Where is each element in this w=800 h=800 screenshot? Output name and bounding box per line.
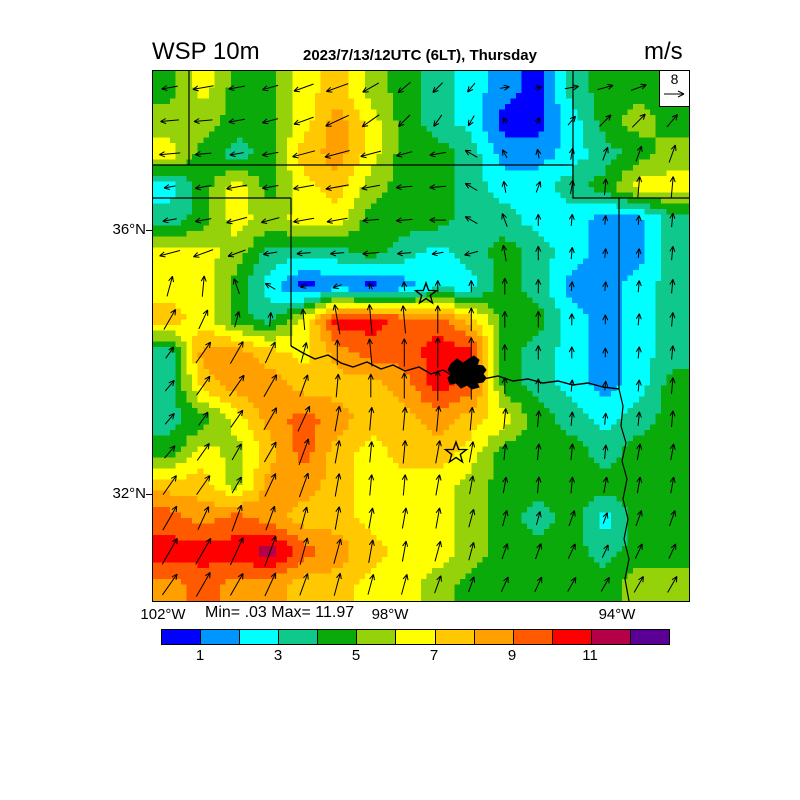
lon-label-102w: 102°W [140,606,186,623]
wind-vector-arrows [159,81,678,597]
reference-vector-value: 8 [670,71,679,87]
state-border [572,165,689,199]
map-panel: 8 [152,70,690,602]
lat-label-36n: 36°N [112,221,146,238]
units-label: m/s [644,38,683,65]
colorbar [161,629,670,645]
city-star-marker [443,439,469,464]
colorbar-segment [357,630,397,644]
colorbar-tick-label: 9 [507,647,517,664]
windspeed-field-canvas [153,71,689,601]
colorbar-tick-label: 7 [429,647,439,664]
colorbar-segment [435,630,475,644]
colorbar-segment [513,630,553,644]
colorbar-tick-labels: 1 3 5 7 9 11 [161,647,668,665]
lat-tick-36n [146,230,152,231]
lat-label-32n: 32°N [112,485,146,502]
colorbar-segment [279,630,319,644]
colorbar-segment [474,630,514,644]
colorbar-tick-label: 11 [582,647,598,664]
colorbar-segment [201,630,241,644]
lat-tick-32n [146,494,152,495]
colorbar-segment [630,630,670,644]
colorbar-segment [396,630,436,644]
title-datetime: 2023/7/13/12UTC (6LT), Thursday [303,47,537,64]
reference-arrow-icon [664,90,685,98]
colorbar-segment [591,630,631,644]
variable-label: WSP 10m [152,38,260,65]
lon-label-98w: 98°W [371,606,409,623]
colorbar-segment [162,630,202,644]
colorbar-tick-label: 3 [273,647,283,664]
city-star-marker [413,280,439,305]
state-border [618,388,630,601]
colorbar-tick-label: 5 [351,647,361,664]
colorbar-segment [552,630,592,644]
lake-texoma [447,355,487,390]
red-river-border [290,345,620,390]
colorbar-segment [240,630,280,644]
lon-label-94w: 94°W [598,606,636,623]
colorbar-segment [318,630,358,644]
reference-vector-box: 8 [659,71,689,107]
map-overlay [153,71,689,601]
min-max-label: Min= .03 Max= 11.97 [205,604,355,621]
colorbar-tick-label: 1 [195,647,205,664]
